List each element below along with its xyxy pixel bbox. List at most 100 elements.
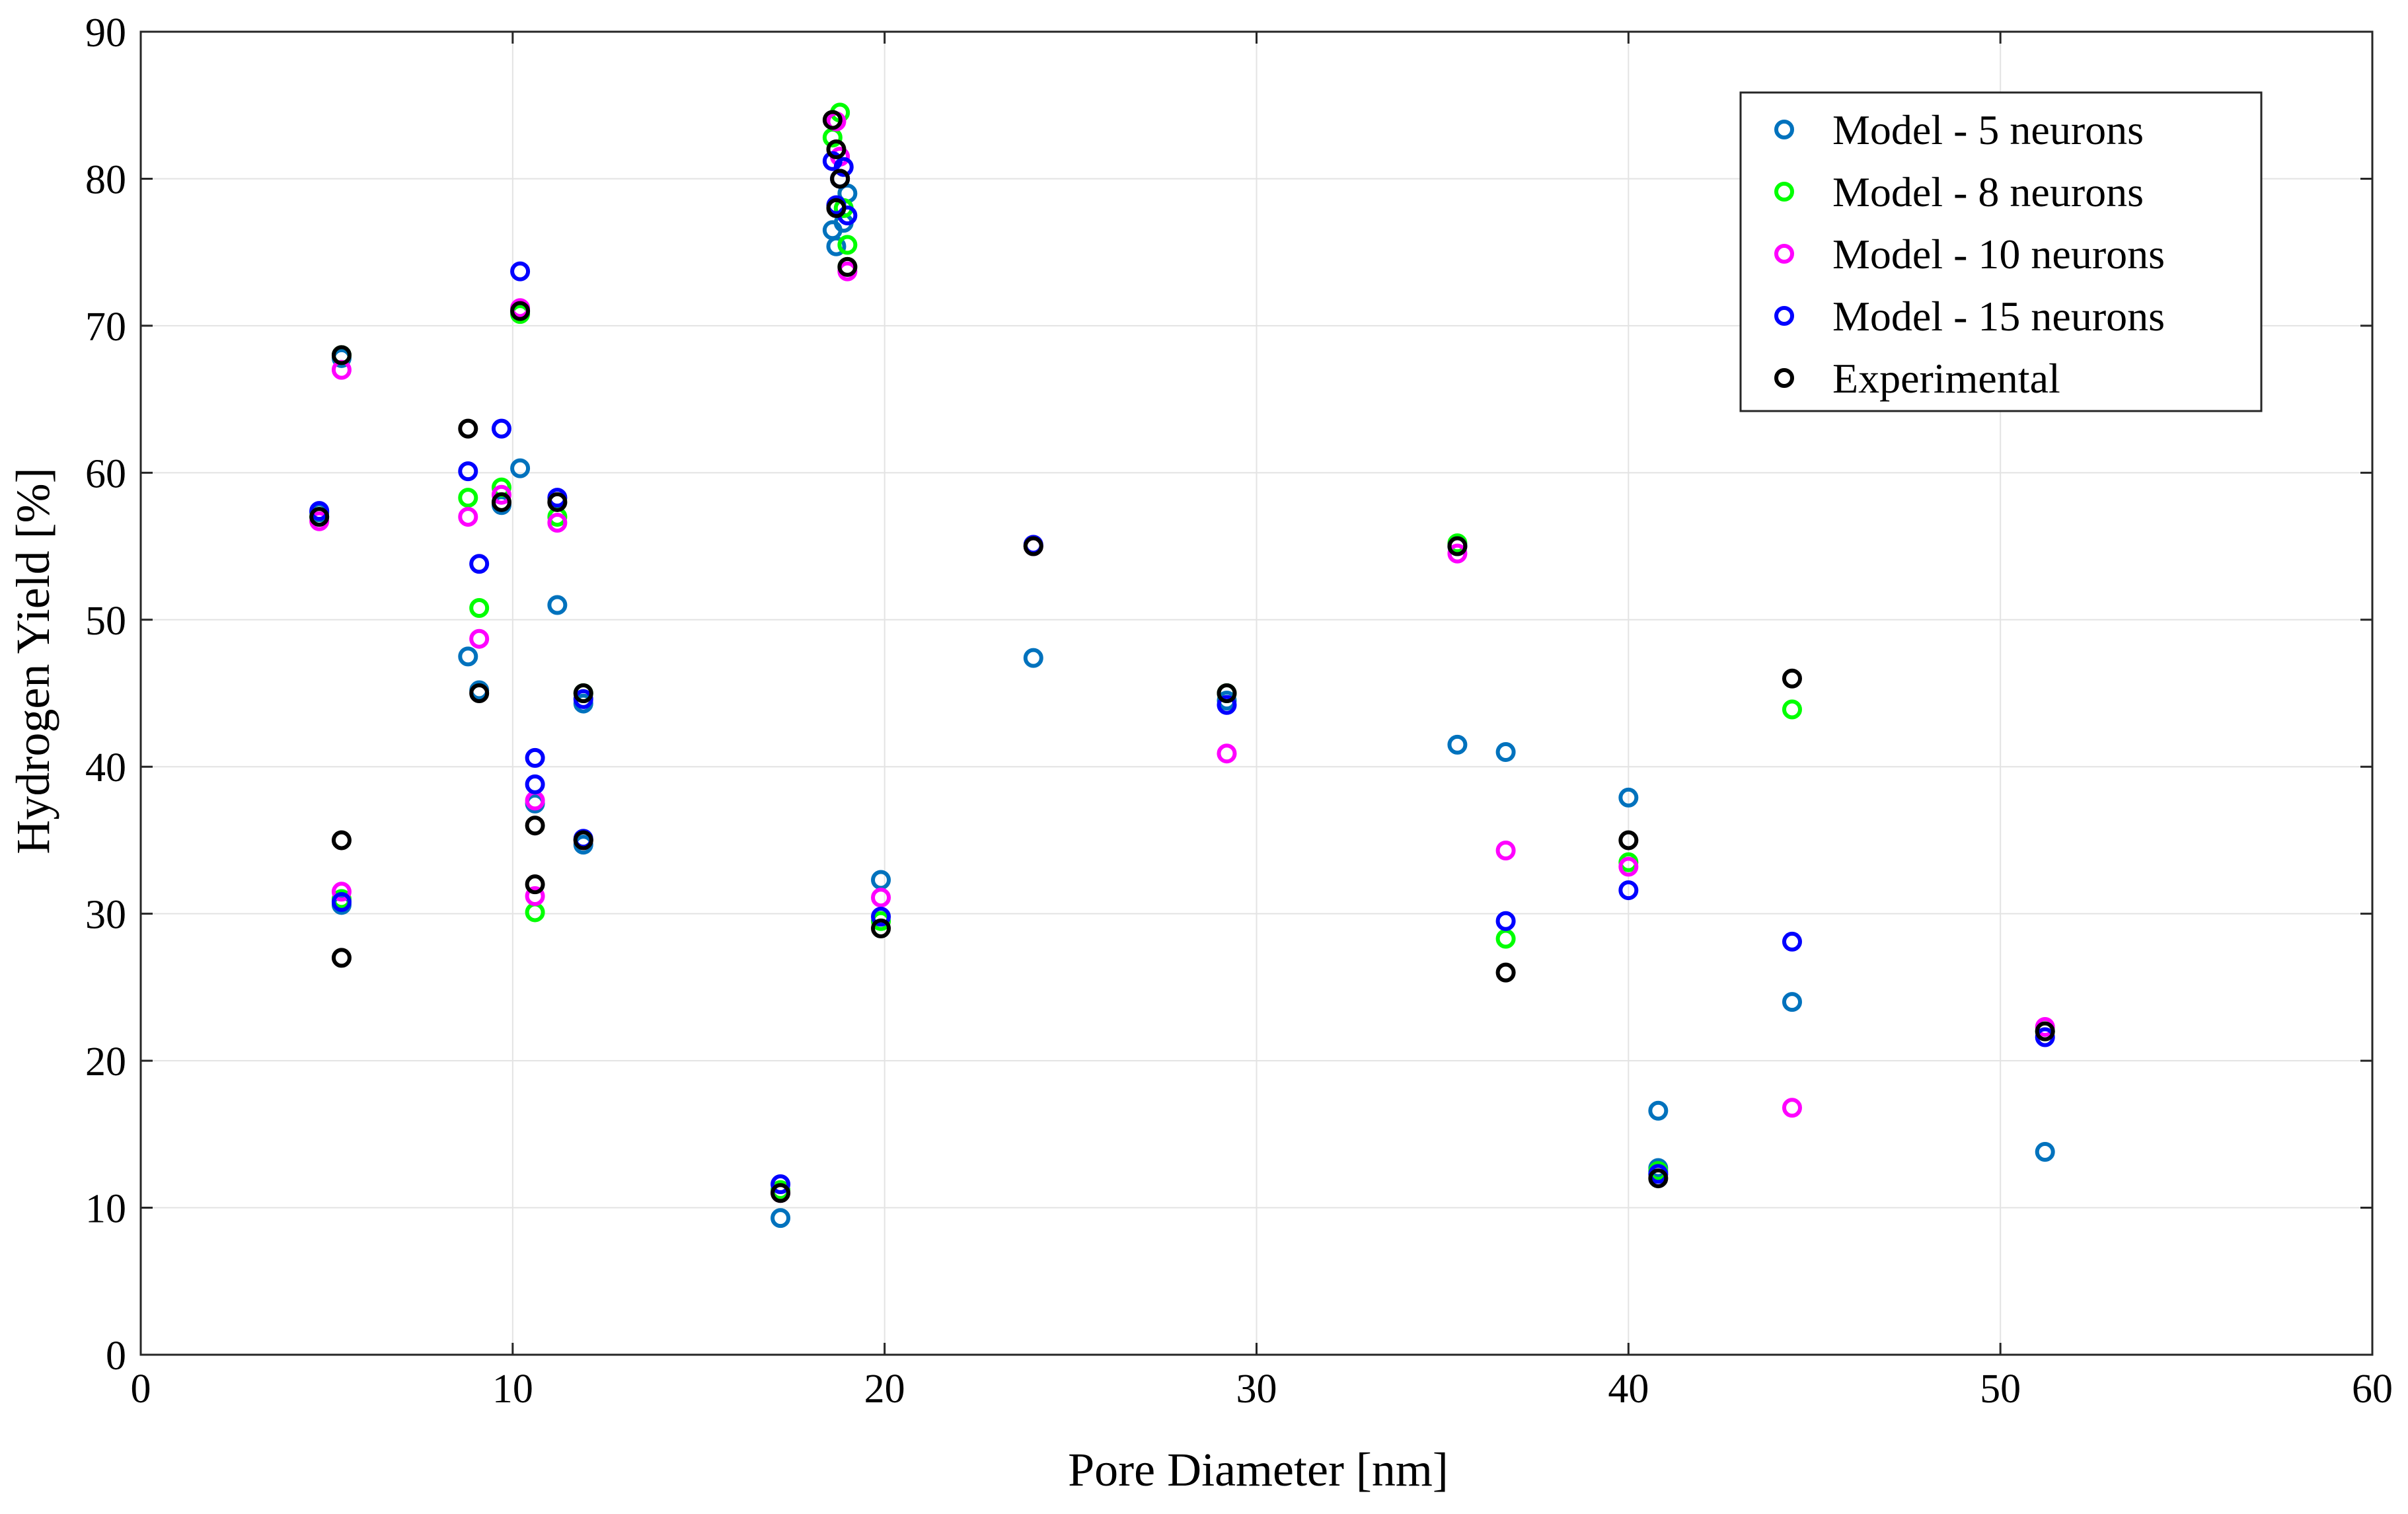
data-point xyxy=(491,418,511,439)
y-tick-label: 60 xyxy=(85,451,126,496)
data-point xyxy=(871,907,891,927)
data-point xyxy=(573,683,593,703)
x-tick-label: 50 xyxy=(1980,1367,2021,1412)
legend-entry-label: Model - 10 neurons xyxy=(1832,231,2165,278)
data-point xyxy=(510,301,531,321)
data-point xyxy=(833,157,854,177)
data-point xyxy=(2035,1021,2055,1041)
data-point xyxy=(469,628,490,649)
data-point xyxy=(469,683,490,703)
data-point xyxy=(1648,1100,1669,1121)
data-point xyxy=(1782,668,1802,689)
data-point xyxy=(830,169,850,189)
data-point xyxy=(331,891,352,912)
data-point xyxy=(1447,543,1468,564)
data-point xyxy=(771,1183,791,1203)
data-point xyxy=(1618,787,1639,808)
data-point xyxy=(2035,1142,2055,1162)
data-point xyxy=(469,554,490,574)
data-point xyxy=(1782,992,1802,1012)
legend-marker xyxy=(1774,306,1794,326)
x-axis-label: Pore Diameter [nm] xyxy=(1068,1443,1449,1496)
data-point xyxy=(331,882,352,902)
x-tick-label: 40 xyxy=(1608,1367,1649,1412)
data-point xyxy=(309,507,330,527)
x-tick-label: 20 xyxy=(864,1367,905,1412)
legend-entry-label: Experimental xyxy=(1832,355,2060,402)
data-point xyxy=(1618,880,1639,901)
data-point xyxy=(1782,699,1802,720)
x-tick-label: 30 xyxy=(1236,1367,1277,1412)
y-tick-label: 0 xyxy=(106,1334,126,1379)
y-axis-label: Hydrogen Yield [%] xyxy=(7,467,59,854)
y-tick-label: 40 xyxy=(85,745,126,790)
data-point xyxy=(771,1174,791,1194)
data-point xyxy=(547,512,568,533)
data-point xyxy=(1618,830,1639,851)
legend-marker xyxy=(1774,244,1794,264)
data-point xyxy=(525,815,545,836)
data-point xyxy=(1217,683,1237,703)
data-point xyxy=(1495,741,1516,762)
data-point xyxy=(510,458,531,478)
data-point xyxy=(510,261,531,282)
data-point xyxy=(1447,734,1468,755)
data-point xyxy=(458,461,478,482)
data-points xyxy=(309,102,2055,1229)
data-point xyxy=(331,948,352,968)
data-point xyxy=(826,198,847,218)
data-point xyxy=(547,492,568,512)
data-point xyxy=(469,597,490,618)
data-point xyxy=(1618,856,1639,877)
data-point xyxy=(1447,536,1468,556)
data-point xyxy=(525,747,545,768)
data-point xyxy=(491,492,511,512)
data-point xyxy=(331,345,352,365)
legend-marker xyxy=(1774,368,1794,388)
data-point xyxy=(458,646,478,667)
data-point xyxy=(826,236,847,256)
data-point xyxy=(1495,911,1516,931)
data-point xyxy=(837,235,858,255)
legend-box xyxy=(1739,91,2263,412)
data-point xyxy=(871,918,891,938)
data-point xyxy=(525,886,545,906)
y-tick-label: 30 xyxy=(85,893,126,938)
y-tick-label: 90 xyxy=(85,11,126,56)
data-point xyxy=(1782,931,1802,952)
y-tick-label: 50 xyxy=(85,599,126,644)
y-tick-label: 10 xyxy=(85,1187,126,1232)
data-point xyxy=(1495,841,1516,861)
data-point xyxy=(491,484,511,505)
x-tick-label: 10 xyxy=(492,1367,533,1412)
data-point xyxy=(771,1208,791,1229)
y-tick-label: 80 xyxy=(85,157,126,202)
data-point xyxy=(871,888,891,908)
data-point xyxy=(1023,536,1043,556)
axis-ticks: 0 10 20 30 40 50 60 0 10 20 30 40 50 60 70 80 90 xyxy=(85,11,2393,1412)
legend-marker xyxy=(1774,182,1794,202)
data-point xyxy=(1217,743,1237,764)
legend-entry-label: Model - 8 neurons xyxy=(1832,169,2144,215)
data-point xyxy=(331,830,352,851)
data-point xyxy=(458,488,478,508)
data-point xyxy=(1023,648,1043,668)
y-tick-label: 20 xyxy=(85,1040,126,1084)
legend: Model - 5 neurons Model - 8 neurons Model … xyxy=(1739,91,2263,412)
y-tick-label: 70 xyxy=(85,305,126,350)
legend-marker xyxy=(1774,120,1794,139)
data-point xyxy=(458,418,478,439)
data-point xyxy=(458,507,478,527)
x-tick-label: 0 xyxy=(131,1367,151,1412)
data-point xyxy=(1217,695,1237,715)
data-point xyxy=(826,139,847,159)
grid xyxy=(141,32,2372,1355)
data-point xyxy=(525,774,545,794)
legend-entry-label: Model - 5 neurons xyxy=(1832,106,2144,153)
data-point xyxy=(1782,1098,1802,1118)
data-point xyxy=(573,830,593,851)
series-5 xyxy=(309,110,2055,1203)
data-point xyxy=(822,110,843,130)
data-point xyxy=(1648,1168,1669,1189)
